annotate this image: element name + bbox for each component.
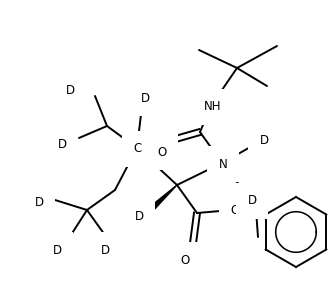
- Text: O: O: [230, 205, 240, 218]
- Text: D: D: [58, 138, 66, 151]
- Text: O: O: [157, 145, 166, 158]
- Text: D: D: [140, 92, 150, 105]
- Polygon shape: [145, 185, 177, 215]
- Text: D: D: [100, 244, 110, 257]
- Text: NH: NH: [204, 101, 222, 114]
- Text: O: O: [180, 253, 190, 266]
- Text: D: D: [247, 194, 257, 208]
- Text: D: D: [260, 134, 268, 147]
- Text: N: N: [219, 158, 227, 171]
- Text: D: D: [135, 210, 143, 223]
- Text: D: D: [52, 244, 62, 257]
- Text: C: C: [134, 142, 142, 155]
- Text: D: D: [65, 84, 75, 97]
- Text: D: D: [35, 195, 43, 208]
